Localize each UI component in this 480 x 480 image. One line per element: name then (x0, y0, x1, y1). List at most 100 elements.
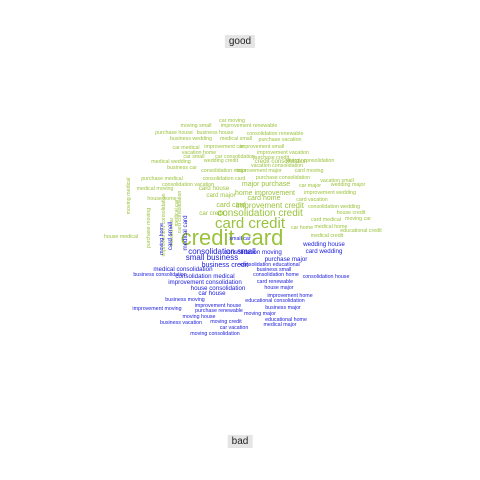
word-good: card medical (311, 217, 341, 223)
word-bad: card renewable (257, 279, 293, 285)
word-bad: car vacation (220, 325, 249, 331)
word-bad: business major (265, 305, 301, 311)
word-good: moving medical (126, 178, 132, 215)
word-good: vacation car (169, 217, 175, 246)
word-good: card moving (295, 168, 324, 174)
word-good: consolidation vacation (162, 182, 214, 188)
word-bad: business small (257, 267, 292, 273)
word-bad: improvement moving (132, 306, 181, 312)
word-good: moving small (181, 123, 212, 129)
word-good: card major (206, 192, 235, 199)
word-good: medical home (315, 224, 348, 230)
word-bad: educational home (265, 317, 307, 323)
word-good: car credit (199, 210, 225, 217)
word-bad: business credit (202, 262, 249, 269)
word-bad: consolidation small (188, 247, 256, 256)
word-good: consolidation wedding (308, 204, 360, 210)
word-good: improvement consolidation (161, 193, 167, 256)
word-good: car moving (219, 118, 245, 124)
group-label-bad: bad (227, 435, 253, 448)
word-good: card vacation (296, 197, 328, 203)
word-good: car home (291, 225, 313, 231)
word-bad: car house (198, 290, 226, 297)
word-good: home improvement (235, 190, 295, 197)
word-good: improvement vacation (257, 150, 309, 156)
word-bad: medical consolidation (153, 266, 213, 273)
word-bad: medical card (182, 215, 189, 251)
word-bad: small business (186, 253, 238, 262)
word-good: house home (147, 196, 176, 202)
word-good: car consolidation (215, 154, 255, 160)
word-bad: card wedding (306, 248, 343, 255)
word-bad: house major (264, 285, 293, 291)
word-good: vacation small (320, 178, 354, 184)
word-bad: medical major (264, 322, 297, 328)
word-good: medical wedding (151, 159, 191, 165)
word-good: card consolidation (177, 191, 183, 234)
word-bad: improvement consolidation (168, 279, 242, 286)
word-good: car small (183, 154, 204, 160)
word-good: purchase consolidation (256, 175, 310, 181)
word-good: medical moving (137, 186, 174, 192)
word-bad: business vacation (160, 320, 202, 326)
word-good: consolidation major (201, 168, 247, 174)
word-good: purchase medical (141, 176, 183, 182)
word-bad: educational consolidation (245, 298, 305, 304)
word-bad: improvement house (195, 303, 242, 309)
word-good: wedding major (331, 182, 366, 188)
word-good: vacation home (182, 150, 217, 156)
word-good: business wedding (170, 136, 212, 142)
word-good: consolidation renewable (247, 131, 304, 137)
word-good: purchase credit (253, 155, 290, 161)
word-good: improvement wedding (304, 190, 356, 196)
word-good: improvement car (204, 144, 244, 150)
word-good: house medical (104, 234, 138, 240)
word-bad: moving credit (210, 319, 242, 325)
word-good: educational credit (340, 228, 382, 234)
word-good: business car (167, 165, 197, 171)
word-good: improvement major (236, 168, 282, 174)
word-good: wedding credit (204, 158, 239, 164)
word-good: card house (199, 185, 230, 192)
word-bad: business consolidation (133, 272, 186, 278)
word-good: purchase vacation (259, 137, 302, 143)
word-bad: consolidation house (303, 274, 350, 280)
word-bad: consolidation medical (175, 273, 234, 280)
word-bad: moving consolidation (190, 331, 240, 337)
word-good: business house (197, 130, 234, 136)
word-good: improvement small (240, 144, 284, 150)
word-good: card card (216, 202, 245, 209)
word-good: medical credit (311, 233, 344, 239)
word-bad: moving major (244, 311, 276, 317)
word-good: card home (247, 195, 280, 202)
word-bad: card small (167, 222, 174, 250)
word-bad: small car (229, 236, 250, 242)
word-good: car medical (172, 145, 199, 151)
word-bad: consolidation educational (240, 262, 300, 268)
word-bad: moving home (159, 223, 165, 255)
word-good: card credit (215, 215, 286, 232)
word-good: improvement renewable (221, 123, 278, 129)
word-good: improvement credit (236, 201, 305, 210)
word-good: major purchase (242, 181, 290, 188)
word-good: consolidation credit (217, 208, 303, 219)
word-good: energy consolidation (286, 158, 335, 164)
word-bad: house consolidation (191, 285, 246, 292)
word-bad: consolidation home (253, 272, 299, 278)
word-good: credit card (181, 225, 284, 250)
word-bad: moving house (183, 314, 216, 320)
word-good: medical car (174, 199, 180, 226)
word-good: purchase moving (146, 208, 152, 248)
word-good: moving car (345, 216, 371, 222)
word-bad: improvement home (267, 293, 312, 299)
word-good: credit consolidation (255, 158, 309, 165)
word-good: car major (299, 183, 321, 189)
word-bad: consolidation moving (224, 249, 282, 256)
word-good: medical small (220, 136, 252, 142)
word-bad: wedding house (302, 241, 345, 248)
word-bad: business moving (165, 297, 205, 303)
word-bad: purchase renewable (195, 308, 243, 314)
word-good: vacation consolidation (251, 163, 303, 169)
group-label-good: good (224, 35, 256, 48)
word-bad: purchase major (265, 256, 308, 263)
